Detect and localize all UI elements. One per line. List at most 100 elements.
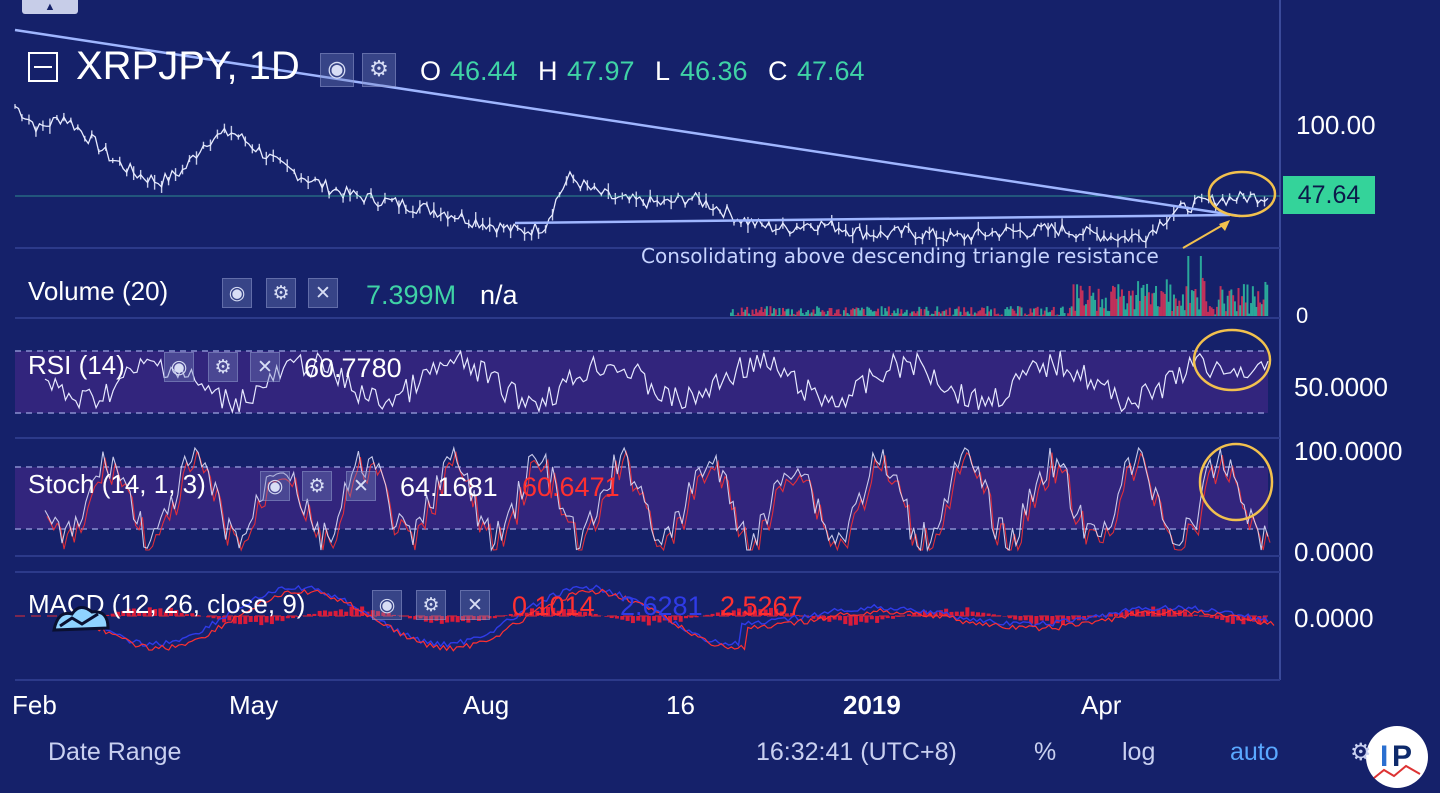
stoch-gear-icon[interactable]: ⚙ <box>302 471 332 501</box>
volume-bar-66 <box>848 314 851 316</box>
macd-hist-bar-139 <box>837 616 842 621</box>
macd-hist-bar-171 <box>1007 616 1012 619</box>
volume-bar-143 <box>986 306 989 316</box>
stoch-d-value: 60.6471 <box>522 472 620 502</box>
volume-bar-60 <box>837 309 840 316</box>
rsi-close-icon[interactable]: ✕ <box>250 352 280 382</box>
settings-gear-icon[interactable]: ⚙ <box>362 53 396 87</box>
macd-hist-bar-92 <box>588 613 593 616</box>
macd-hist-bar-142 <box>853 616 858 625</box>
volume-bar-17 <box>760 306 763 316</box>
date-range-button[interactable]: Date Range <box>48 738 182 766</box>
macd-close-icon[interactable]: ✕ <box>460 590 490 620</box>
macd-hist-bar-24 <box>227 616 232 621</box>
macd-hist-bar-2 <box>110 613 115 616</box>
volume-bar-38 <box>798 310 801 316</box>
volume-bar-153 <box>1004 309 1007 316</box>
macd-hist-bar-114 <box>705 614 710 616</box>
rsi-eye-icon[interactable]: ◉ <box>164 352 194 382</box>
volume-bar-162 <box>1020 307 1023 316</box>
volume-bar-101 <box>911 311 914 316</box>
macd-hist-bar-80 <box>524 612 529 616</box>
macd-hist-bar-208 <box>1204 616 1209 618</box>
collapse-tab-icon[interactable]: ▲ <box>22 0 78 14</box>
volume-bar-140 <box>981 307 984 316</box>
volume-bar-150 <box>999 315 1001 316</box>
macd-signal-line <box>85 588 1275 652</box>
macd-hist-bar-66 <box>450 616 455 622</box>
volume-bar-200 <box>1088 286 1091 316</box>
volume-bar-107 <box>921 315 924 316</box>
macd-hist-bar-33 <box>275 616 280 621</box>
stoch-k-value: 64.1681 <box>400 472 498 502</box>
volume-bar-269 <box>1212 309 1215 316</box>
volume-bar-118 <box>941 311 944 316</box>
stoch-close-icon[interactable]: ✕ <box>346 471 376 501</box>
volume-bar-204 <box>1095 310 1098 316</box>
macd-gear-icon[interactable]: ⚙ <box>416 590 446 620</box>
volume-bar-167 <box>1029 308 1032 316</box>
volume-bar-233 <box>1147 292 1150 316</box>
volume-bar-5 <box>738 315 741 316</box>
macd-hist-bar-81 <box>530 608 535 616</box>
volume-bar-151 <box>1000 314 1003 316</box>
macd-hist-bar-123 <box>753 610 758 616</box>
chart-logo-icon <box>50 600 112 636</box>
volume-bar-287 <box>1244 302 1247 316</box>
macd-hist-bar-155 <box>922 610 927 616</box>
macd-hist-bar-5 <box>126 608 131 616</box>
macd-hist-bar-191 <box>1114 612 1119 616</box>
macd-hist-bar-122 <box>747 606 752 616</box>
volume-bar-116 <box>938 311 941 316</box>
volume-bar-181 <box>1054 315 1057 316</box>
volume-bar-155 <box>1007 309 1010 316</box>
macd-hist-bar-54 <box>386 612 391 616</box>
volume-eye-icon[interactable]: ◉ <box>222 278 252 308</box>
volume-bar-224 <box>1131 290 1134 316</box>
macd-hist-bar-83 <box>540 607 545 616</box>
macd-hist-bar-72 <box>482 616 487 621</box>
x-tick-may: May <box>229 690 279 720</box>
macd-hist-bar-214 <box>1236 616 1241 621</box>
volume-bar-211 <box>1108 311 1111 316</box>
volume-bar-90 <box>891 313 894 316</box>
macd-eye-icon[interactable]: ◉ <box>372 590 402 620</box>
volume-bar-178 <box>1049 311 1052 316</box>
macd-hist-bar-130 <box>790 613 795 616</box>
volume-bar-131 <box>964 312 967 316</box>
volume-bar-172 <box>1038 315 1041 316</box>
auto-toggle[interactable]: auto <box>1230 738 1279 766</box>
macd-hist-bar-131 <box>795 614 800 616</box>
volume-bar-221 <box>1126 303 1129 316</box>
macd-hist-bar-112 <box>694 616 699 618</box>
macd-hist-bar-99 <box>625 616 630 621</box>
stoch-eye-icon[interactable]: ◉ <box>260 471 290 501</box>
volume-bar-35 <box>792 313 795 316</box>
macd-hist-bar-78 <box>514 613 519 616</box>
macd-hist-bar-121 <box>742 611 747 616</box>
rsi-gear-icon[interactable]: ⚙ <box>208 352 238 382</box>
visibility-eye-icon[interactable]: ◉ <box>320 53 354 87</box>
volume-bar-288 <box>1246 284 1249 316</box>
macd-hist-bar-1 <box>105 614 110 616</box>
macd-hist-bar-204 <box>1183 611 1188 616</box>
volume-bar-207 <box>1101 299 1104 316</box>
macd-hist-bar-187 <box>1092 616 1097 618</box>
menu-icon[interactable] <box>28 52 58 82</box>
volume-gear-icon[interactable]: ⚙ <box>266 278 296 308</box>
volume-bar-134 <box>970 307 973 316</box>
volume-bar-53 <box>825 314 828 316</box>
macd-signal-value: 2.5267 <box>720 591 803 621</box>
percent-toggle[interactable]: % <box>1034 738 1057 766</box>
volume-bar-119 <box>943 310 946 316</box>
volume-bar-258 <box>1192 291 1195 316</box>
volume-bar-82 <box>877 308 880 316</box>
footer-settings-gear-icon[interactable]: ⚙ <box>1350 738 1372 766</box>
volume-close-icon[interactable]: ✕ <box>308 278 338 308</box>
volume-bar-19 <box>764 308 767 316</box>
macd-hist-bar-3 <box>115 611 120 616</box>
macd-hist-bar-13 <box>169 607 174 616</box>
log-toggle[interactable]: log <box>1122 738 1156 766</box>
